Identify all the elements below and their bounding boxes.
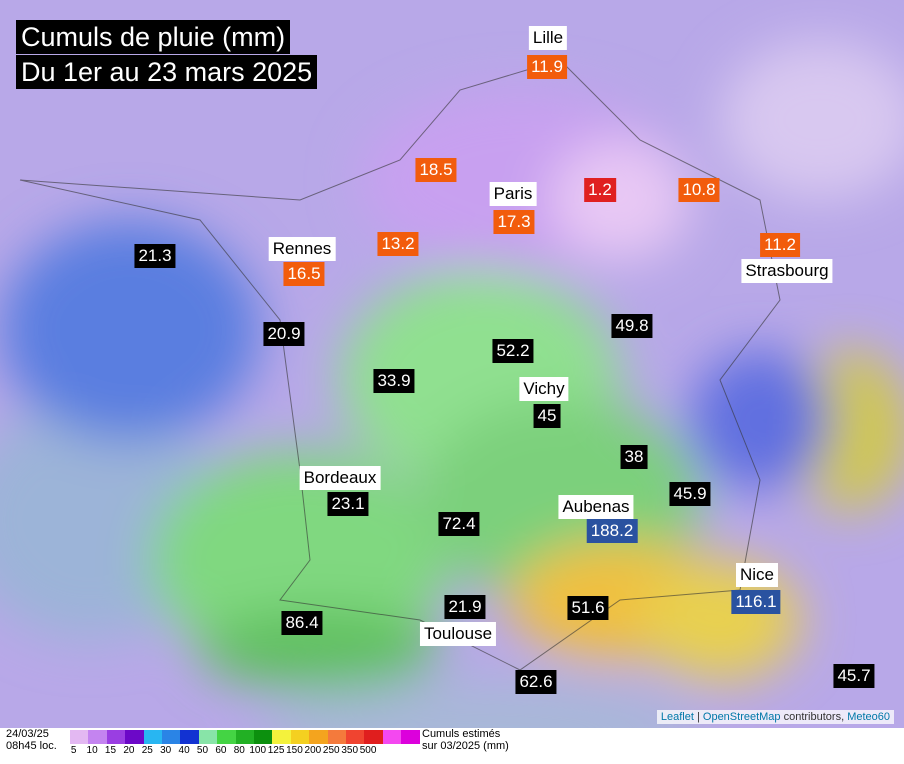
legend-label: 80 (233, 745, 245, 756)
value-label: 38 (620, 445, 648, 469)
legend-swatch (162, 730, 181, 744)
city-label: Rennes (268, 237, 336, 261)
legend-note: Cumuls estimés (422, 728, 501, 740)
value-label: 16.5 (283, 262, 325, 286)
value-label: 72.4 (438, 512, 480, 536)
value-label: 23.1 (327, 492, 369, 516)
legend-label: 500 (359, 745, 377, 756)
city-label: Vichy (519, 377, 569, 401)
attribution: Leaflet | OpenStreetMap contributors, Me… (656, 710, 894, 724)
value-label: 45 (533, 404, 561, 428)
osm-link[interactable]: OpenStreetMap (702, 711, 781, 723)
city-label: Nice (735, 563, 779, 587)
legend-label: 40 (178, 745, 190, 756)
value-label: 188.2 (586, 519, 638, 543)
legend-swatch (364, 730, 383, 744)
legend-swatch (217, 730, 236, 744)
legend-label: 25 (141, 745, 153, 756)
legend-label: 5 (70, 745, 77, 756)
value-label: 49.8 (611, 314, 653, 338)
value-label: 33.9 (373, 369, 415, 393)
legend-label: 20 (123, 745, 135, 756)
legend-swatch (235, 730, 254, 744)
map-subtitle: Du 1er au 23 mars 2025 (16, 55, 318, 89)
legend-swatch (327, 730, 346, 744)
rain-map (0, 0, 904, 730)
legend-swatch (309, 730, 328, 744)
legend-swatch (143, 730, 162, 744)
value-label: 21.9 (444, 595, 486, 619)
legend-label: 350 (341, 745, 359, 756)
value-label: 10.8 (678, 178, 720, 202)
meteo-link[interactable]: Meteo60 (847, 711, 890, 723)
legend-swatch (401, 730, 420, 744)
value-label: 62.6 (515, 670, 557, 694)
legend-label: 50 (196, 745, 209, 756)
legend-label: 125 (267, 745, 285, 756)
value-label: 13.2 (377, 232, 419, 256)
value-label: 21.3 (134, 244, 176, 268)
legend-label: 250 (322, 745, 340, 756)
value-label: 17.3 (493, 210, 535, 234)
value-label: 116.1 (731, 590, 781, 614)
city-label: Strasbourg (741, 259, 833, 283)
legend-label: 200 (304, 745, 322, 756)
legend: 24/03/25 08h45 loc. Cumuls estimés sur 0… (0, 728, 904, 764)
map-title: Cumuls de pluie (mm) (16, 20, 291, 54)
legend-label: 100 (249, 745, 267, 756)
legend-label: 10 (86, 745, 98, 756)
legend-note: sur 03/2025 (mm) (422, 740, 509, 752)
legend-swatch (198, 730, 218, 744)
value-label: 51.6 (567, 596, 609, 620)
legend-label: 150 (286, 745, 303, 756)
value-label: 11.2 (760, 233, 800, 257)
value-label: 52.2 (492, 339, 534, 363)
legend-swatch (106, 730, 126, 744)
legend-time: 08h45 loc. (6, 740, 57, 752)
legend-swatch (88, 730, 107, 744)
value-label: 20.9 (263, 322, 305, 346)
value-label: 45.7 (833, 664, 875, 688)
city-label: Toulouse (419, 622, 497, 646)
legend-label: 15 (104, 745, 117, 756)
attr-text: contributors, (780, 711, 848, 723)
legend-swatch (382, 730, 402, 744)
city-label: Aubenas (558, 495, 634, 519)
legend-swatch (254, 730, 273, 744)
legend-label: 60 (215, 745, 227, 756)
city-label: Paris (489, 182, 537, 206)
city-label: Bordeaux (299, 466, 381, 490)
value-label: 11.9 (527, 55, 567, 79)
legend-date: 24/03/25 (6, 728, 49, 740)
legend-swatch (346, 730, 365, 744)
leaflet-link[interactable]: Leaflet (660, 711, 694, 723)
legend-swatch (70, 730, 89, 744)
sep: | (693, 711, 703, 723)
value-label: 86.4 (281, 611, 323, 635)
value-label: 18.5 (415, 158, 457, 182)
legend-swatch (272, 730, 291, 744)
legend-label: 30 (160, 745, 172, 756)
value-label: 1.2 (584, 178, 616, 202)
legend-swatch (290, 730, 310, 744)
city-label: Lille (528, 26, 568, 50)
legend-swatch (180, 730, 199, 744)
legend-swatch (125, 730, 144, 744)
value-label: 45.9 (669, 482, 711, 506)
